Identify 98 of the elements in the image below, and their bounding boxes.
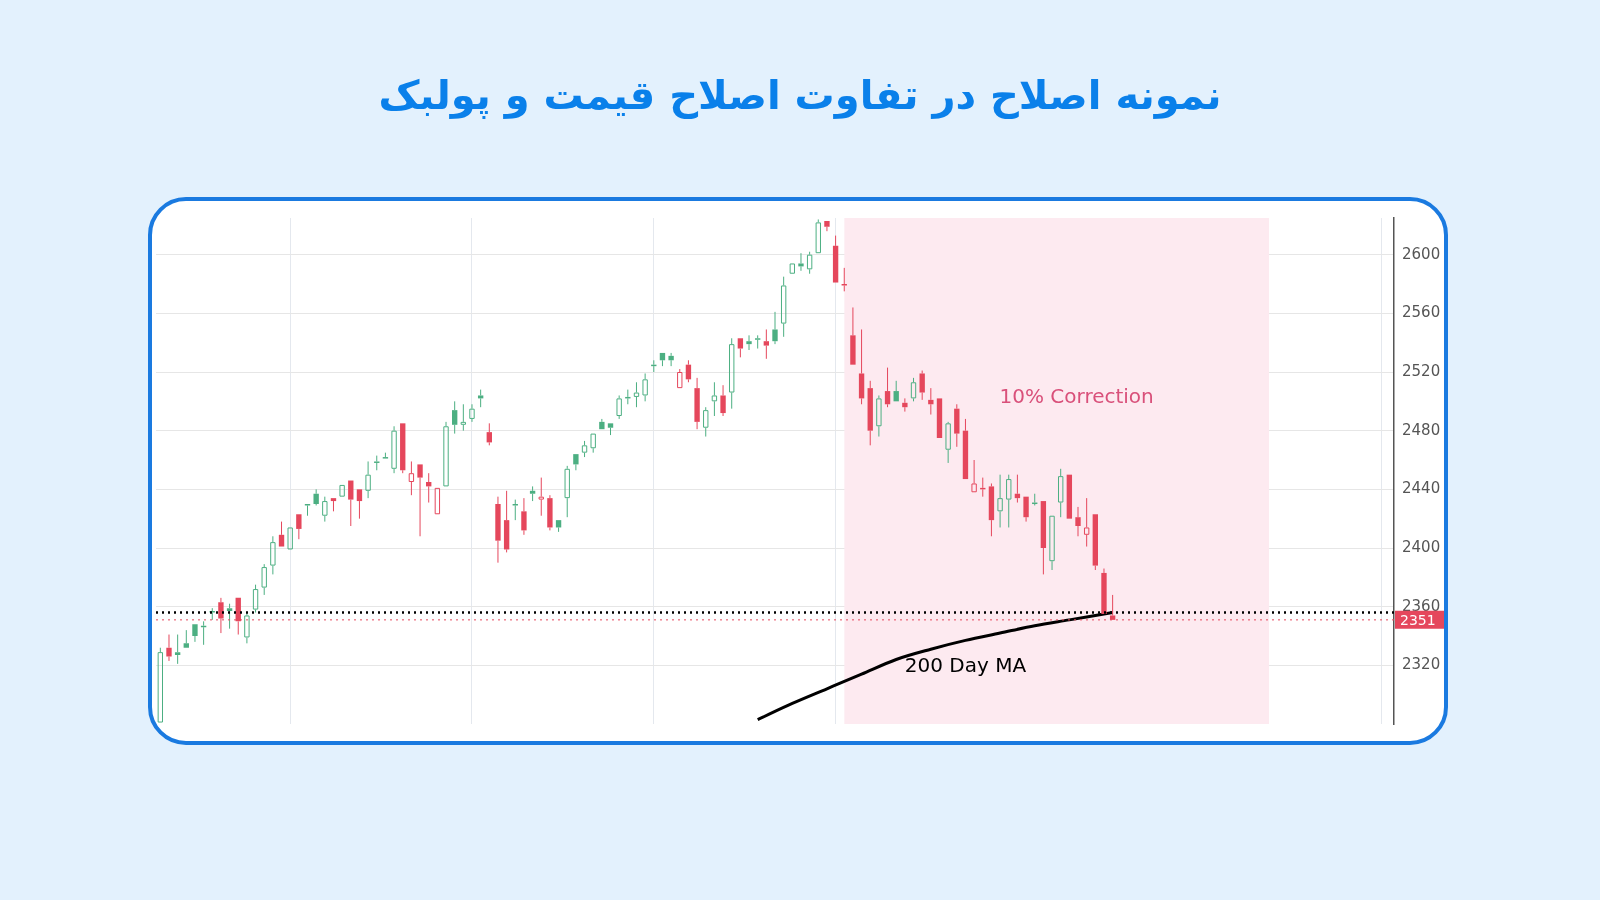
candlestick (616, 394, 622, 420)
candlestick (902, 397, 908, 413)
candlestick (1075, 506, 1081, 537)
candlestick (858, 328, 865, 405)
candlestick (365, 460, 371, 499)
candlestick (296, 514, 302, 540)
candlestick (1040, 501, 1047, 575)
annotation: 10% Correction (999, 383, 1154, 408)
candlestick (893, 380, 899, 402)
candlestick (694, 377, 700, 430)
candlestick (988, 482, 995, 537)
candlestick (1092, 514, 1099, 571)
y-tick-label: 2480 (1402, 420, 1441, 439)
candlestick (547, 494, 553, 531)
candlestick (763, 328, 770, 360)
candlestick (677, 368, 683, 389)
candlestick (832, 235, 839, 283)
candlestick (252, 584, 259, 614)
candlestick (798, 252, 804, 272)
candlestick (746, 334, 752, 351)
series-label: 200 Day MA (904, 652, 1027, 677)
candlestick (841, 267, 847, 292)
y-tick-label: 2600 (1402, 244, 1441, 263)
candlestick (521, 497, 527, 536)
candlestick (1058, 468, 1064, 518)
candlestick (503, 490, 510, 553)
candlestick (374, 455, 380, 471)
candlestick (1006, 474, 1012, 528)
candlestick (884, 367, 891, 408)
candlestick (417, 464, 423, 537)
candlestick (174, 634, 181, 665)
candlestick (330, 498, 337, 512)
candlestick (226, 603, 233, 630)
y-tick-label: 2400 (1402, 537, 1441, 556)
candlestick (668, 352, 674, 367)
candlestick (729, 337, 735, 410)
candlestick (824, 220, 830, 232)
candlestick (1049, 515, 1055, 571)
candlestick (443, 421, 449, 487)
candlestick (919, 370, 925, 401)
candlestick (633, 381, 640, 408)
y-tick-label: 2320 (1402, 655, 1441, 674)
candlestick (452, 400, 458, 435)
y-tick-label: 2560 (1402, 303, 1441, 322)
candlestick (157, 647, 164, 723)
candlestick (477, 389, 484, 408)
chart-title: نمونه اصلاح در تفاوت اصلاح قیمت و پولبک (377, 72, 1223, 118)
candlestick (971, 459, 977, 493)
candlestick (755, 334, 761, 350)
candlestick (780, 276, 787, 338)
y-tick-label: 2520 (1402, 361, 1441, 380)
candlestick (348, 480, 354, 527)
candlestick (495, 496, 501, 564)
candlestick (382, 452, 389, 459)
candlestick (642, 372, 648, 402)
candlestick (928, 387, 934, 416)
candlestick (659, 352, 666, 367)
candlestick (607, 423, 614, 436)
candlestick (867, 380, 873, 446)
candlestick (469, 403, 475, 423)
candlestick (564, 465, 570, 518)
candlestick (555, 520, 562, 533)
candlestick (408, 460, 415, 496)
candlestick (1101, 568, 1107, 614)
candlestick (1023, 496, 1029, 523)
candlestick (720, 384, 726, 417)
candlestick (772, 311, 778, 345)
candlestick (590, 433, 596, 454)
candlestick (529, 485, 536, 502)
candlestick (538, 477, 544, 517)
candlestick (599, 418, 605, 430)
candlestick (876, 394, 882, 438)
candlestick (954, 403, 960, 448)
candlestick (815, 218, 821, 254)
candlestick (460, 403, 467, 432)
candlestick (806, 251, 813, 275)
candlestick (573, 454, 579, 471)
candlestick (278, 521, 285, 547)
y-tick-label: 2440 (1402, 479, 1441, 498)
candlestick (304, 504, 311, 517)
candlestick (391, 425, 397, 474)
candlestick (850, 306, 856, 365)
candlestick (261, 563, 267, 596)
candlestick (997, 474, 1003, 528)
candlestick (962, 418, 969, 480)
candlestick (1083, 497, 1090, 548)
candlestick (400, 423, 406, 474)
candlestick (356, 489, 363, 520)
candlestick (486, 422, 492, 446)
candlestick (703, 406, 709, 438)
candlestick (244, 612, 250, 644)
candlestick (183, 629, 189, 648)
candlestick (166, 634, 172, 662)
candlestick (270, 535, 276, 575)
candlestick (322, 496, 328, 523)
candlestick (512, 499, 518, 521)
candlestick (192, 624, 198, 643)
candlestick (711, 381, 718, 417)
